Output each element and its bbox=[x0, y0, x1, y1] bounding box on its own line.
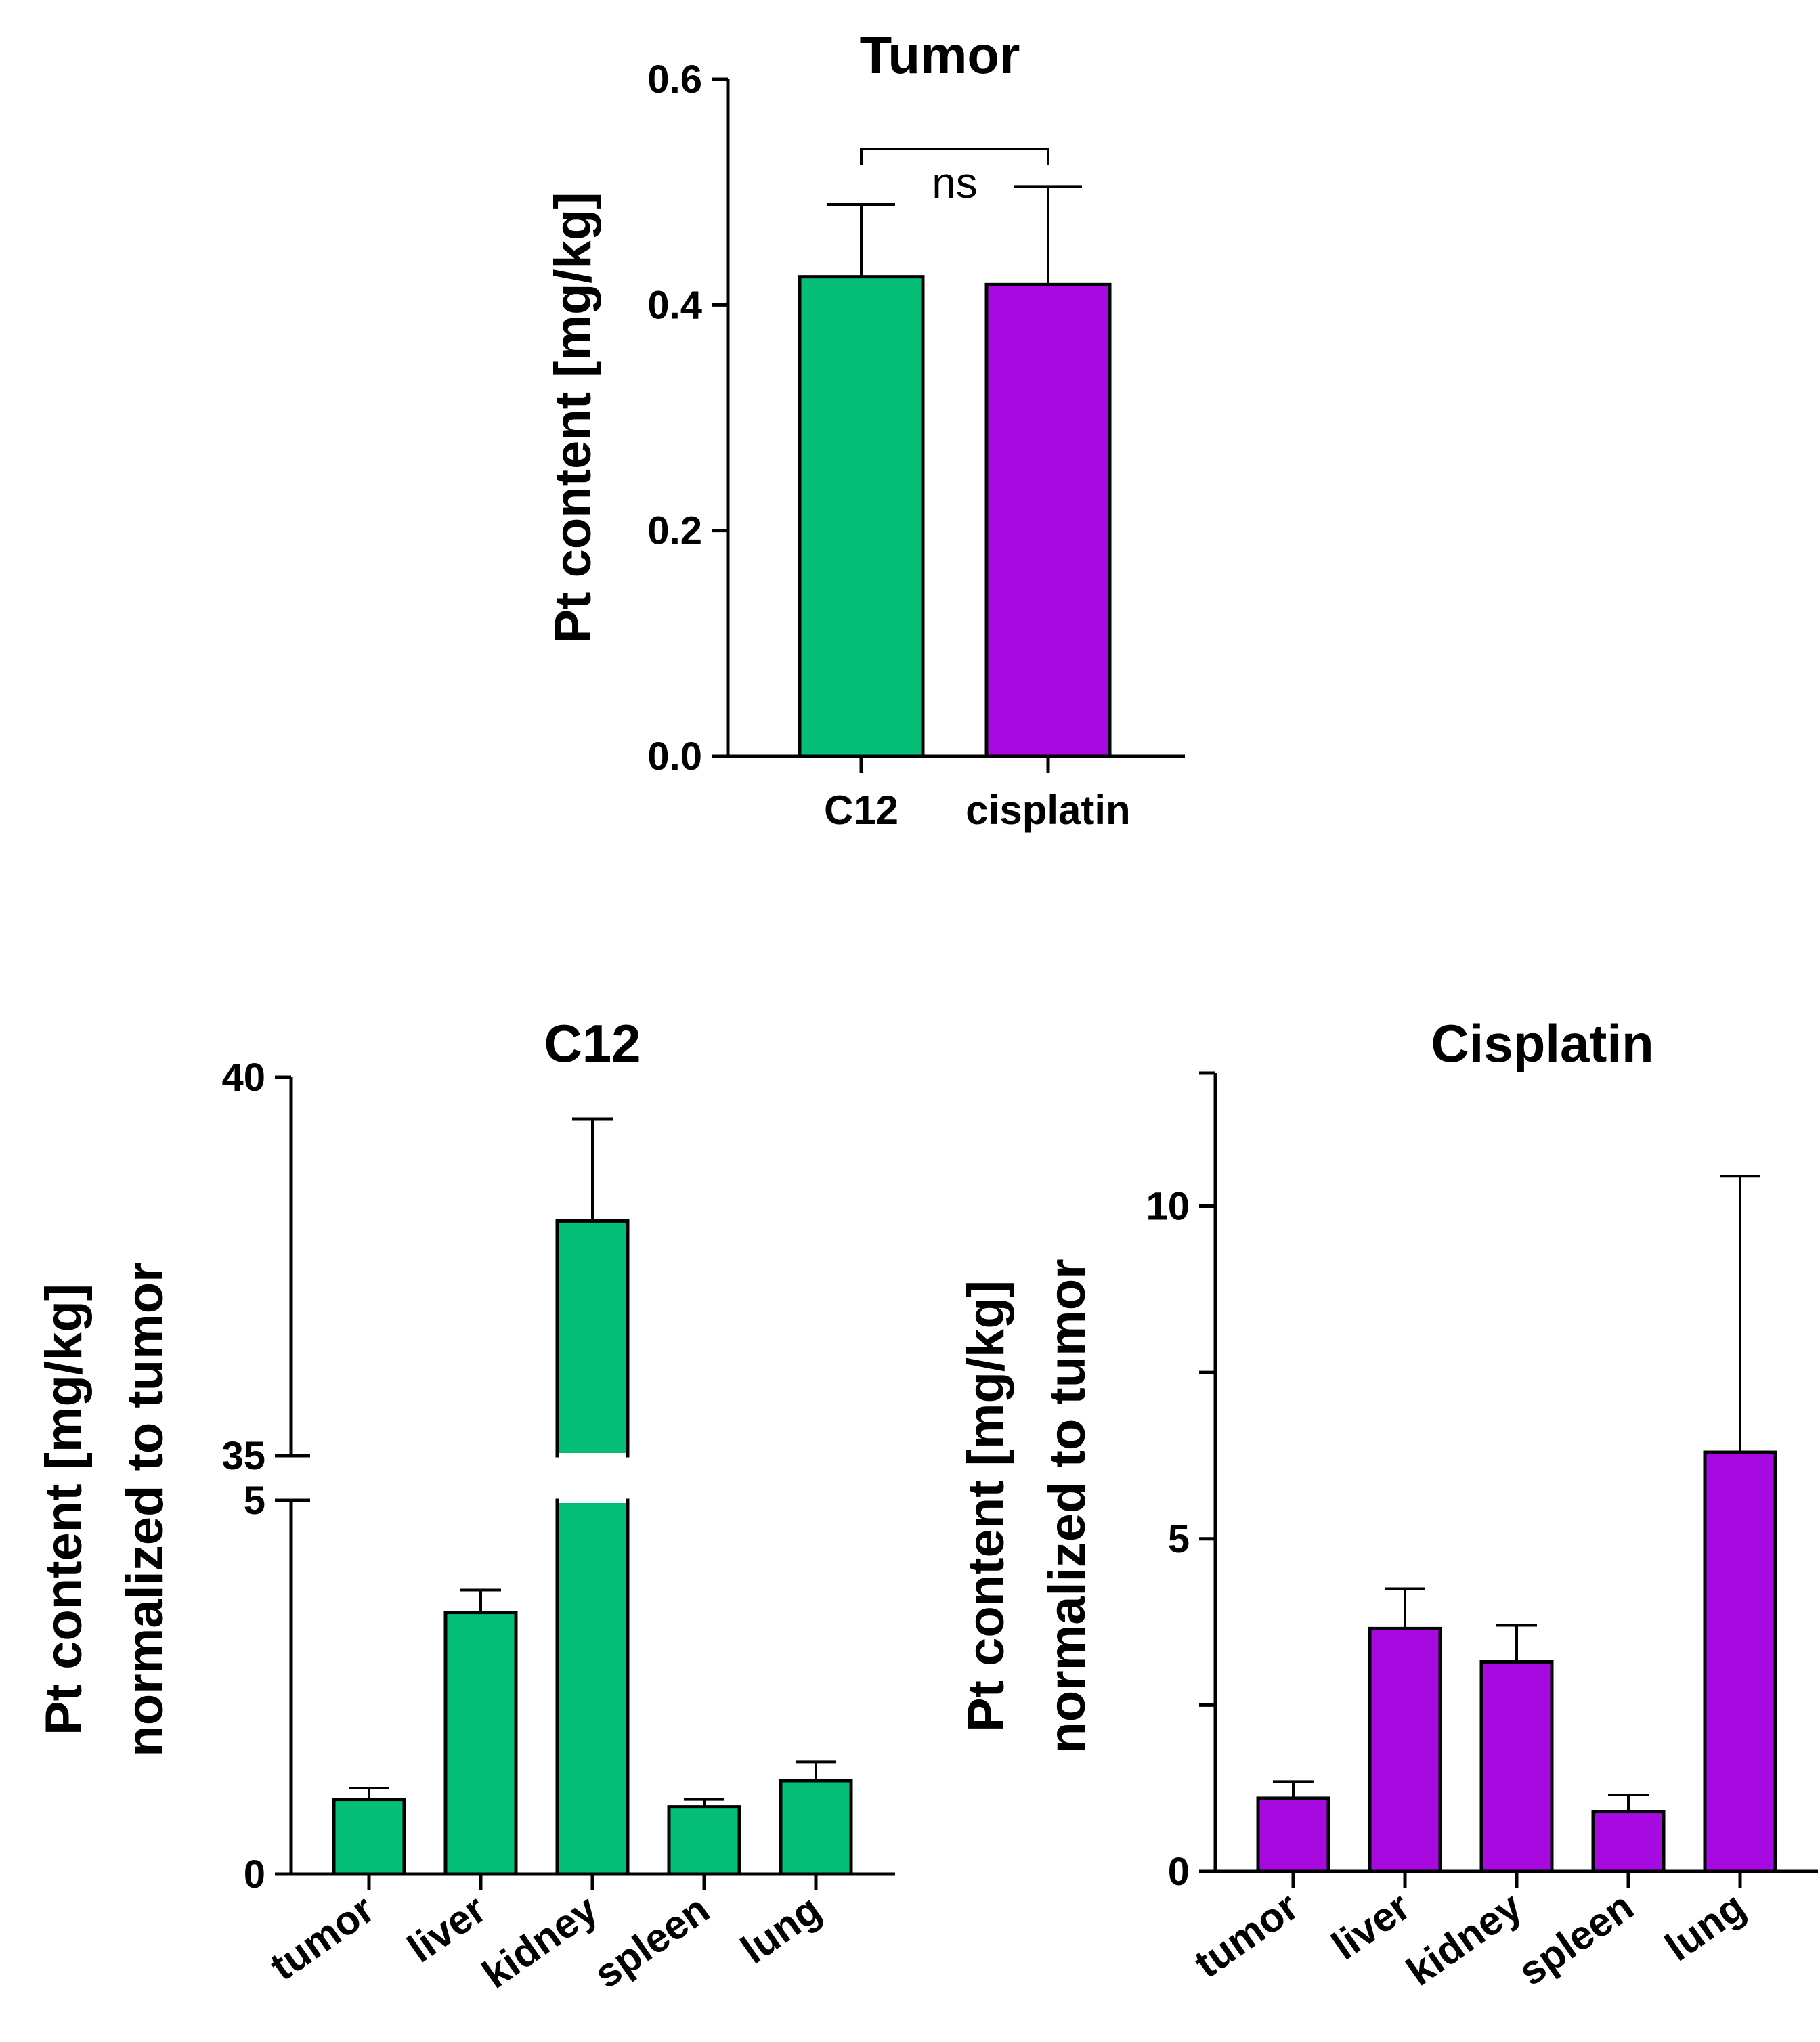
x-tick-label-tumor: tumor bbox=[1186, 1884, 1307, 1986]
y-axis-label-line-1: Pt content [mg/kg] bbox=[957, 1280, 1015, 1732]
y-axis-label: Pt content [mg/kg] bbox=[544, 192, 602, 643]
bar-c12 bbox=[798, 275, 925, 758]
y-tick-label: 5 bbox=[244, 1479, 265, 1523]
x-tick-label-spleen: spleen bbox=[1510, 1884, 1641, 1995]
x-tick-label-tumor: tumor bbox=[262, 1886, 383, 1989]
chart-title: Cisplatin bbox=[1431, 1014, 1653, 1073]
bar-lung bbox=[1703, 1450, 1777, 1873]
bar-tumor bbox=[1256, 1796, 1330, 1873]
chart-title: Tumor bbox=[860, 25, 1020, 85]
bar-kidney bbox=[1479, 1660, 1554, 1873]
x-tick-label-spleen: spleen bbox=[586, 1886, 717, 1997]
bar-break-gap bbox=[559, 1453, 626, 1503]
bar-kidney-lower bbox=[555, 1498, 630, 1876]
x-tick-label-c12: C12 bbox=[824, 787, 898, 833]
y-tick-label: 5 bbox=[1168, 1517, 1190, 1561]
y-tick-label: 0.0 bbox=[647, 735, 702, 779]
x-tick-label-lung: lung bbox=[1657, 1884, 1753, 1970]
bar-spleen bbox=[667, 1805, 741, 1876]
bar-kidney-upper bbox=[555, 1219, 630, 1458]
bar-liver bbox=[1368, 1626, 1442, 1873]
y-tick-label: 0 bbox=[1168, 1850, 1190, 1894]
bar-liver bbox=[443, 1611, 518, 1876]
y-tick-label: 35 bbox=[221, 1434, 265, 1478]
y-tick-label: 0.6 bbox=[647, 58, 702, 102]
x-tick-label-cisplatin: cisplatin bbox=[966, 787, 1130, 833]
bar-lung bbox=[779, 1779, 853, 1876]
y-axis-label-line-2: normalized to tumor bbox=[116, 1262, 174, 1756]
bar-spleen bbox=[1591, 1810, 1666, 1873]
c12-chart: C12 Pt content [mg/kg] normalized to tumor… bbox=[35, 1014, 895, 1997]
tumor-chart: Tumor Pt content [mg/kg] 0.0 0.2 0.4 0.6 C12 ci… bbox=[544, 25, 1185, 833]
y-tick-label: 40 bbox=[221, 1056, 265, 1100]
bar-cisplatin bbox=[984, 282, 1112, 758]
bar-tumor bbox=[332, 1798, 406, 1876]
y-tick-label: 0.2 bbox=[647, 509, 702, 553]
chart-title: C12 bbox=[544, 1014, 641, 1073]
y-tick-label: 0 bbox=[244, 1852, 265, 1896]
y-tick-label: 10 bbox=[1146, 1185, 1190, 1229]
x-tick-label-kidney: kidney bbox=[1398, 1883, 1530, 1994]
significance-bracket bbox=[860, 148, 1049, 165]
x-tick-label-kidney: kidney bbox=[474, 1886, 606, 1997]
y-axis-label-line-2: normalized to tumor bbox=[1039, 1259, 1096, 1753]
significance-label: ns bbox=[932, 158, 978, 207]
y-axis-label-line-1: Pt content [mg/kg] bbox=[35, 1284, 93, 1735]
cisplatin-chart: Cisplatin Pt content [mg/kg] normalized to… bbox=[957, 1014, 1818, 1995]
y-tick-label: 0.4 bbox=[647, 283, 702, 327]
x-tick-label-lung: lung bbox=[733, 1886, 829, 1973]
